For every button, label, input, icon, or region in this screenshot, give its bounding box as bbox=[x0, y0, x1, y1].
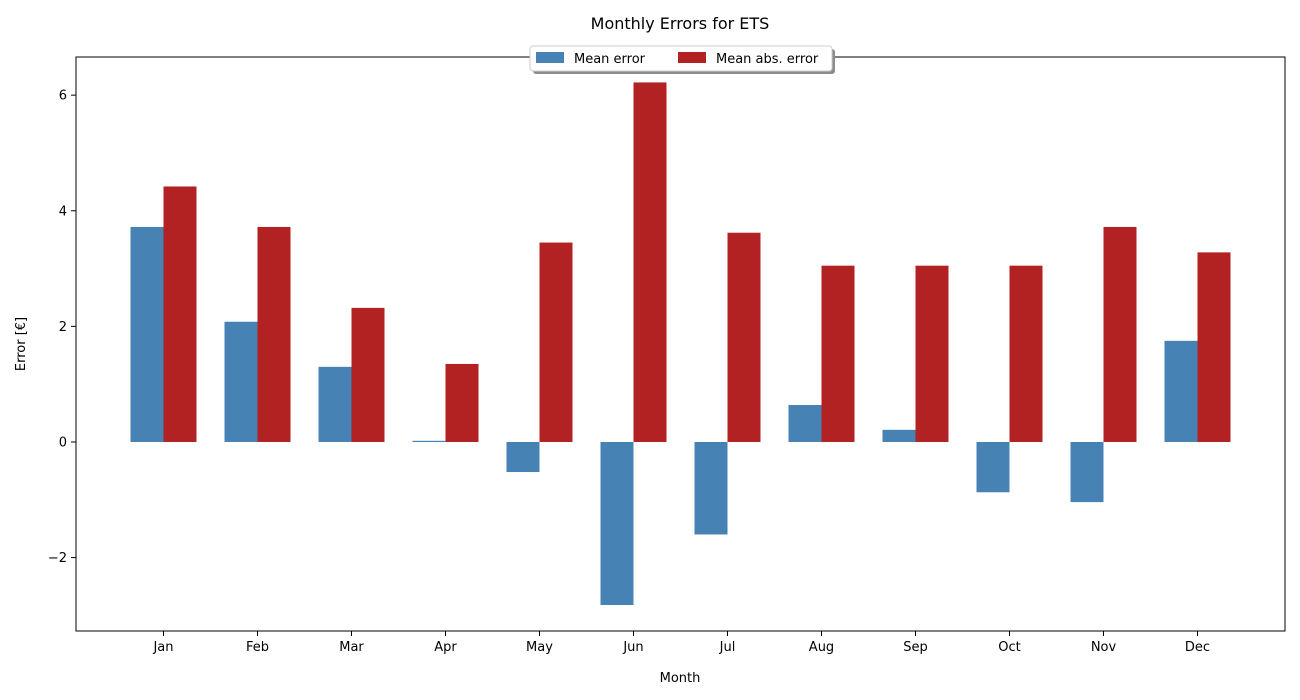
bar-mean-error-jan bbox=[130, 226, 164, 442]
x-tick-label: Sep bbox=[903, 640, 928, 655]
chart-title: Monthly Errors for ETS bbox=[591, 14, 770, 33]
x-tick-label: Jun bbox=[622, 640, 643, 655]
x-tick-label: Jul bbox=[719, 640, 736, 655]
bar-mean-abs-error-apr bbox=[445, 363, 479, 442]
bar-mean-abs-error-may bbox=[539, 242, 573, 442]
bar-mean-error-jul bbox=[694, 441, 728, 535]
x-tick-label: May bbox=[526, 640, 553, 655]
bars-layer bbox=[130, 82, 1231, 605]
legend-swatch-mean-abs-error bbox=[678, 52, 706, 63]
y-axis-label: Error [€] bbox=[14, 317, 29, 371]
bar-mean-abs-error-jan bbox=[163, 186, 197, 442]
x-tick-label: Feb bbox=[246, 640, 269, 655]
bar-mean-error-feb bbox=[224, 321, 258, 442]
bar-mean-error-mar bbox=[318, 366, 352, 442]
bar-mean-error-dec bbox=[1164, 340, 1198, 442]
bar-mean-error-jun bbox=[600, 441, 634, 605]
x-axis-label: Month bbox=[660, 671, 701, 686]
bar-mean-error-aug bbox=[788, 404, 822, 442]
bar-mean-error-sep bbox=[882, 429, 916, 442]
x-tick-label: Aug bbox=[809, 640, 834, 655]
y-tick-label: 2 bbox=[59, 320, 67, 335]
bar-mean-error-may bbox=[506, 441, 540, 473]
bar-mean-abs-error-mar bbox=[351, 307, 385, 442]
x-tick-label: Jan bbox=[152, 640, 173, 655]
y-axis-ticks: −2 0 2 4 6 bbox=[48, 89, 76, 566]
bar-mean-error-nov bbox=[1070, 441, 1104, 503]
bar-mean-error-oct bbox=[976, 441, 1010, 493]
bar-mean-abs-error-dec bbox=[1197, 252, 1231, 442]
bar-mean-abs-error-jun bbox=[633, 82, 667, 442]
legend-label-mean-abs-error: Mean abs. error bbox=[716, 52, 819, 67]
bar-mean-abs-error-aug bbox=[821, 265, 855, 442]
bar-mean-abs-error-sep bbox=[915, 265, 949, 442]
y-tick-label: 6 bbox=[59, 89, 67, 104]
y-tick-label: 0 bbox=[59, 435, 67, 450]
x-tick-label: Apr bbox=[434, 640, 457, 655]
bar-mean-abs-error-feb bbox=[257, 226, 291, 442]
x-tick-label: Mar bbox=[339, 640, 364, 655]
bar-mean-abs-error-nov bbox=[1103, 226, 1137, 442]
legend-swatch-mean-error bbox=[536, 52, 564, 63]
legend-label-mean-error: Mean error bbox=[574, 52, 646, 67]
y-tick-label: 4 bbox=[59, 204, 67, 219]
x-tick-label: Nov bbox=[1091, 640, 1117, 655]
bar-mean-abs-error-oct bbox=[1009, 265, 1043, 442]
legend: Mean error Mean abs. error bbox=[529, 45, 835, 74]
x-tick-label: Oct bbox=[998, 640, 1020, 655]
x-axis-ticks: Jan Feb Mar Apr May Jun Jul Aug Sep Oct Nov Dec bbox=[152, 631, 1210, 655]
x-tick-label: Dec bbox=[1185, 640, 1210, 655]
bar-mean-abs-error-jul bbox=[727, 232, 761, 442]
bar-mean-error-apr bbox=[412, 440, 446, 442]
y-tick-label: −2 bbox=[48, 551, 67, 566]
